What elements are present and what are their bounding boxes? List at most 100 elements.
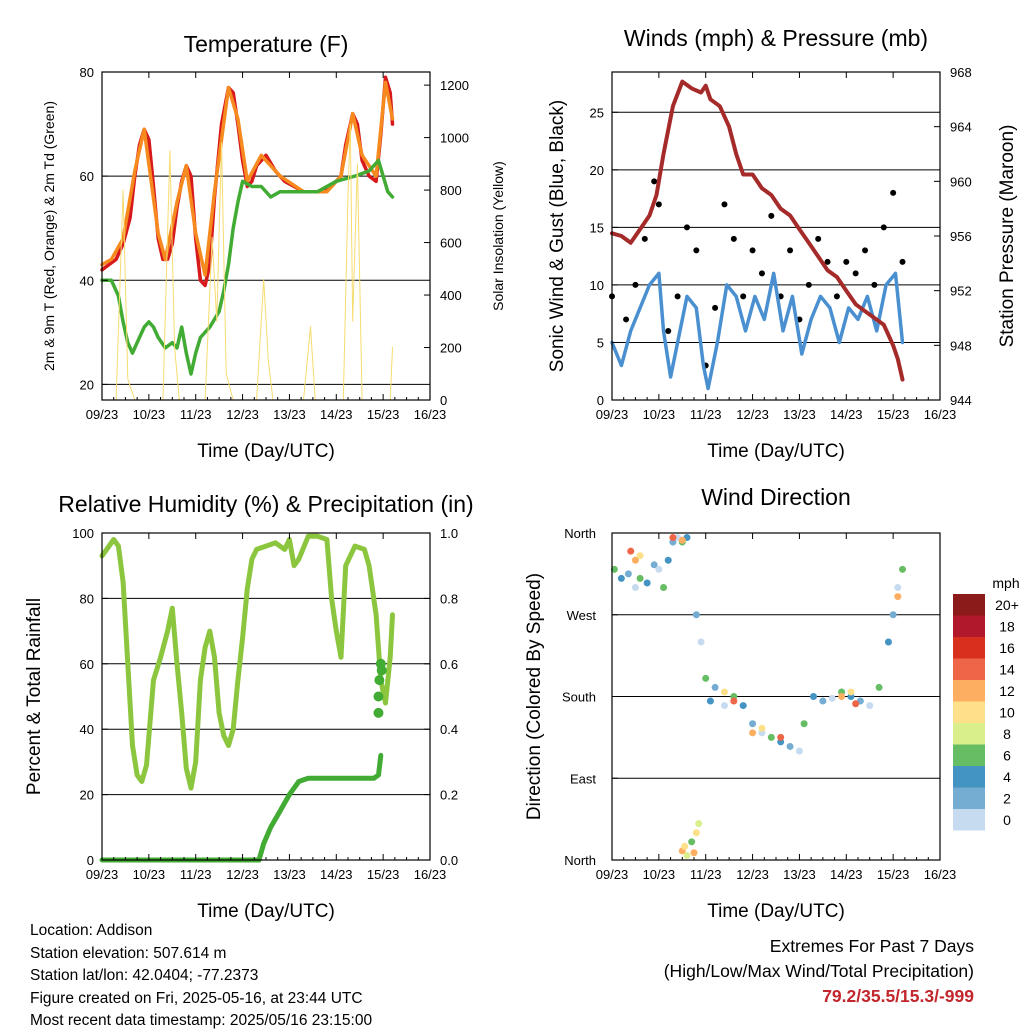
x-axis-label: Time (Day/UTC) xyxy=(707,441,845,462)
colorbar-swatch xyxy=(953,658,985,680)
y-tick-label: 20 xyxy=(80,788,94,803)
series-1-point xyxy=(871,281,878,288)
x-tick-label: 10/23 xyxy=(643,867,676,882)
colorbar-label: 16 xyxy=(999,640,1015,656)
wind-direction-point xyxy=(739,702,747,710)
y-right-tick-label: 0.6 xyxy=(440,657,458,672)
chart-panel-3: Relative Humidity (%) & Precipitation (i… xyxy=(24,491,474,922)
colorbar-swatch xyxy=(953,680,985,702)
x-tick-label: 09/23 xyxy=(86,867,119,882)
y-axis-label: Direction (Colored By Speed) xyxy=(524,573,545,820)
series-1-point xyxy=(641,235,648,242)
wind-direction-point xyxy=(664,556,672,564)
series-1-point xyxy=(899,258,906,265)
y-right-tick-label: 1000 xyxy=(440,131,469,146)
x-tick-label: 14/23 xyxy=(830,407,863,422)
series-1-point xyxy=(693,247,700,254)
series-1-line xyxy=(99,533,395,791)
wind-direction-point xyxy=(819,697,827,705)
chart-title: Wind Direction xyxy=(701,484,851,510)
y-right-tick-label: 0.8 xyxy=(440,591,458,606)
chart-panel-4: Wind Direction 09/23 10/23 11/23 12/23 13/23 1… xyxy=(524,484,1020,922)
x-tick-label: 13/23 xyxy=(783,867,816,882)
wind-direction-point xyxy=(692,611,700,619)
y-tick-label: North xyxy=(564,526,596,541)
wind-direction-point xyxy=(627,547,635,555)
colorbar-label: 6 xyxy=(1003,748,1011,764)
y-right-tick-label: 960 xyxy=(950,174,972,189)
y-right-tick-label: 0.0 xyxy=(440,853,458,868)
wind-direction-point xyxy=(894,593,902,601)
x-tick-label: 12/23 xyxy=(736,407,769,422)
y-tick-label: 20 xyxy=(590,163,604,178)
wind-direction-point xyxy=(702,674,710,682)
chart-data-layer xyxy=(99,533,395,863)
x-axis: 09/23 10/23 11/23 12/23 13/23 14/23 15/23 16/23 xyxy=(86,72,446,422)
colorbar-label: 14 xyxy=(999,662,1015,678)
series-3-line xyxy=(610,79,905,382)
x-tick-label: 14/23 xyxy=(320,867,353,882)
extremes-panel: Extremes For Past 7 Days (High/Low/Max W… xyxy=(664,934,974,1009)
wind-direction-point xyxy=(720,702,728,710)
series-1-point xyxy=(843,258,850,265)
wind-direction-point xyxy=(899,565,907,573)
x-tick-label: 09/23 xyxy=(596,407,629,422)
series-1-point xyxy=(623,316,630,323)
series-1-point xyxy=(683,224,690,231)
x-tick-label: 12/23 xyxy=(226,867,259,882)
series-1-point xyxy=(890,189,897,196)
x-tick-label: 09/23 xyxy=(596,867,629,882)
y-axis-left: 0 20 40 60 80 100 xyxy=(72,526,108,868)
y-tick-label: 40 xyxy=(80,722,94,737)
wind-direction-point xyxy=(643,579,651,587)
wind-direction-point xyxy=(852,700,860,708)
colorbar-swatch xyxy=(953,744,985,766)
y-right-tick-label: 1200 xyxy=(440,78,469,93)
wind-direction-point xyxy=(650,561,658,569)
y-axis-left: 0 5 10 15 20 25 xyxy=(590,105,618,408)
series-1-point xyxy=(833,293,840,300)
series-1-point xyxy=(862,247,869,254)
x-axis-label: Time (Day/UTC) xyxy=(197,901,335,922)
y-right-tick-label: 0.4 xyxy=(440,722,458,737)
x-tick-label: 09/23 xyxy=(86,407,119,422)
series-1-point xyxy=(815,235,822,242)
y-tick-label: 0 xyxy=(597,393,604,408)
colorbar-label: 20+ xyxy=(995,597,1019,613)
y-tick-label: 10 xyxy=(590,278,604,293)
wind-direction-point xyxy=(660,584,668,591)
wind-direction-point xyxy=(688,838,696,846)
series-1-point xyxy=(730,235,737,242)
y-tick-label: West xyxy=(567,608,597,623)
series-3-point xyxy=(373,691,384,702)
colorbar-swatch xyxy=(953,594,985,616)
wind-direction-point xyxy=(758,724,766,732)
y-tick-label: 20 xyxy=(80,377,94,392)
y-tick-label: 60 xyxy=(80,169,94,184)
y-axis-label: 2m & 9m T (Red, Orange) & 2m Td (Green) xyxy=(41,101,57,371)
y-right-tick-label: 956 xyxy=(950,229,972,244)
y-right-tick-label: 948 xyxy=(950,338,972,353)
wind-direction-point xyxy=(636,552,644,560)
wind-direction-point xyxy=(695,820,703,828)
wind-direction-point xyxy=(669,534,677,542)
series-1-point xyxy=(749,247,756,254)
colorbar-label: 0 xyxy=(1003,812,1011,828)
wind-direction-point xyxy=(631,584,639,591)
x-tick-label: 11/23 xyxy=(690,407,722,422)
extremes-value: 79.2/35.5/15.3/-999 xyxy=(822,986,974,1006)
x-axis-label: Time (Day/UTC) xyxy=(707,901,845,922)
wind-direction-point xyxy=(767,733,775,741)
y-right-tick-label: 400 xyxy=(440,288,462,303)
x-tick-label: 15/23 xyxy=(877,407,910,422)
series-1-point xyxy=(880,224,887,231)
x-tick-label: 12/23 xyxy=(226,407,259,422)
chart-panel-1: Temperature (F) 09/23 10/23 11/23 12/23 13/23… xyxy=(41,31,506,462)
series-1-point xyxy=(758,270,765,277)
chart-title: Relative Humidity (%) & Precipitation (i… xyxy=(58,491,473,517)
x-axis: 09/23 10/23 11/23 12/23 13/23 14/23 15/23 16/23 xyxy=(596,72,956,422)
y-axis-label: Percent & Total Rainfall xyxy=(24,598,45,795)
wind-direction-point xyxy=(711,683,719,691)
wind-direction-point xyxy=(690,849,698,857)
series-1-point xyxy=(740,293,747,300)
